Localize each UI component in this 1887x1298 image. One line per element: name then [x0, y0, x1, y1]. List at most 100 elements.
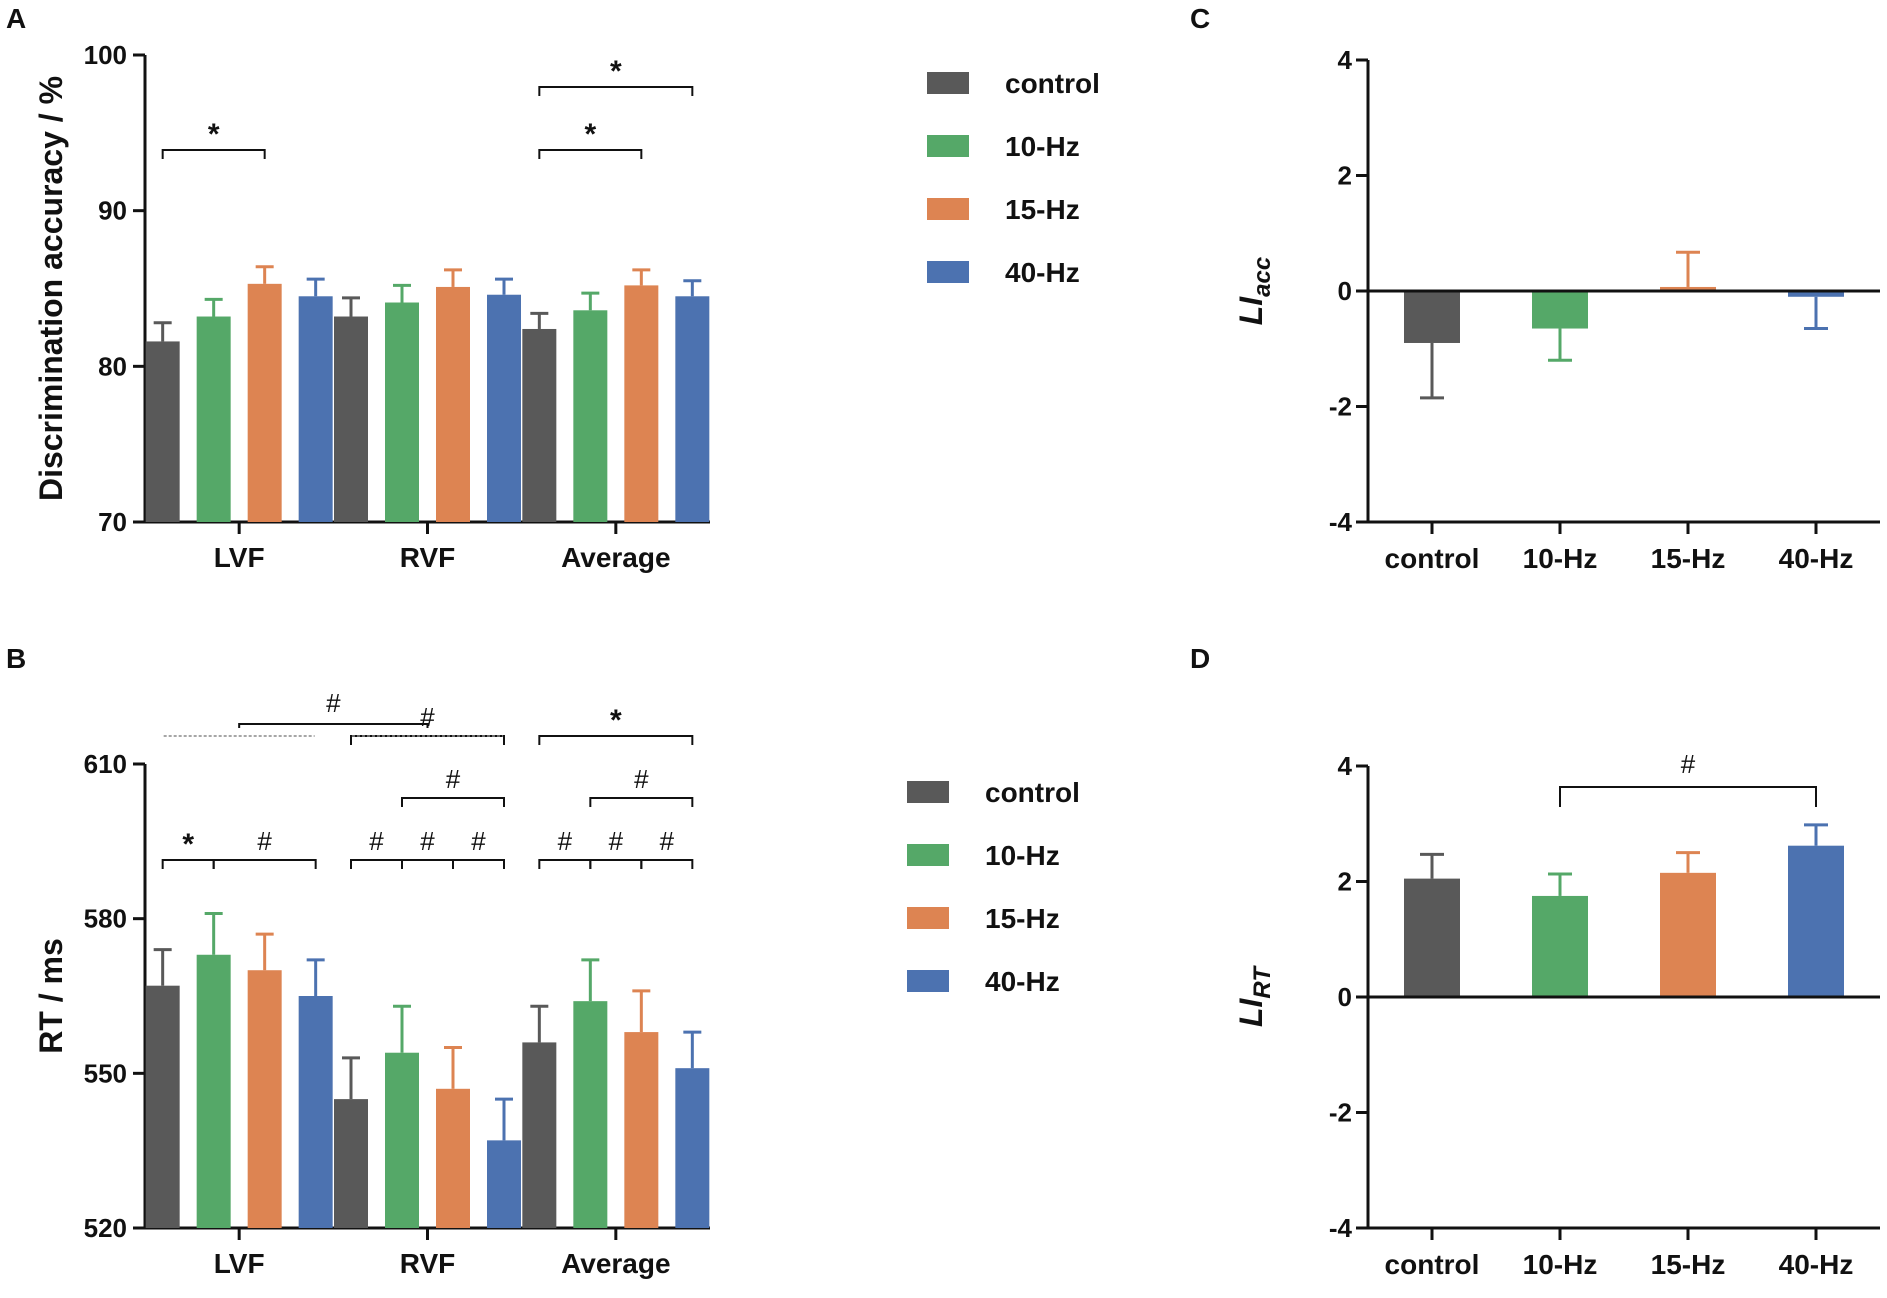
significance-bracket — [538, 86, 694, 96]
bar — [145, 341, 180, 522]
significance-bracket — [350, 859, 403, 869]
bar — [247, 970, 282, 1228]
y-axis-label-main: LI — [1233, 997, 1269, 1027]
bar — [334, 1099, 368, 1228]
bar — [1660, 286, 1716, 291]
significance-bracket — [589, 859, 643, 869]
significance-marker: # — [369, 826, 384, 856]
legend-swatch — [927, 198, 969, 220]
bar — [1532, 291, 1588, 329]
bar — [487, 1140, 521, 1228]
panel-letter-b: B — [6, 643, 26, 674]
x-tick-label: 40-Hz — [1779, 1249, 1854, 1280]
x-tick-label: 10-Hz — [1523, 1249, 1598, 1280]
bar — [522, 328, 557, 522]
significance-bracket — [452, 859, 505, 869]
significance-bracket — [1559, 786, 1817, 807]
bar — [145, 985, 180, 1228]
significance-bracket — [538, 859, 592, 869]
y-tick-label: 90 — [98, 196, 127, 226]
significance-bracket — [401, 797, 505, 807]
significance-marker: # — [257, 826, 272, 856]
y-axis-label-subscript: acc — [1249, 257, 1276, 297]
significance-marker: * — [208, 118, 220, 151]
bar — [334, 316, 368, 522]
legend-label: 15-Hz — [985, 903, 1060, 934]
bar — [1660, 872, 1716, 997]
y-tick-label: 4 — [1338, 45, 1353, 75]
legend-label: 10-Hz — [1005, 131, 1080, 162]
x-tick-label: control — [1385, 1249, 1480, 1280]
significance-bracket — [640, 859, 694, 869]
legend-swatch — [907, 844, 949, 866]
y-tick-label: -2 — [1329, 1098, 1352, 1128]
bar — [1532, 895, 1588, 997]
legend-label: 15-Hz — [1005, 194, 1080, 225]
y-tick-label: -4 — [1329, 1213, 1353, 1243]
x-tick-label: 40-Hz — [1779, 543, 1854, 574]
chart-accuracy: 70 80 90 100 Discrimination accuracy / % LVF R… — [33, 40, 1100, 573]
y-tick-label: 610 — [84, 749, 127, 779]
bar — [298, 296, 333, 522]
x-tick-label: 15-Hz — [1651, 543, 1726, 574]
panel-letter-a: A — [6, 3, 26, 34]
significance-marker: # — [609, 826, 624, 856]
y-tick-label: 520 — [84, 1213, 127, 1243]
chart-rt: 520 550 580 610 RT / ms LVF RVF Average * # # # # # # #… — [33, 688, 1080, 1279]
y-tick-label: 2 — [1338, 867, 1352, 897]
significance-bracket — [401, 859, 454, 869]
significance-bracket — [238, 723, 429, 728]
bar — [385, 302, 419, 522]
legend-label: control — [985, 777, 1080, 808]
y-axis-label: LIRT — [1233, 965, 1276, 1027]
chart-li-rt: -4 -2 0 2 4 LIRT control 10-Hz 15-Hz 40-Hz # — [1233, 749, 1880, 1280]
bar — [385, 1052, 419, 1228]
bar — [196, 954, 231, 1228]
significance-bracket — [350, 735, 505, 745]
bar — [1788, 291, 1844, 297]
significance-marker: # — [326, 688, 341, 718]
bar — [298, 996, 333, 1228]
significance-bracket — [538, 735, 694, 745]
bar — [436, 286, 470, 522]
y-tick-label: 100 — [84, 40, 127, 70]
significance-bracket — [589, 797, 694, 807]
bar — [487, 294, 521, 522]
y-tick-label: -2 — [1329, 392, 1352, 422]
y-tick-label: -4 — [1329, 507, 1353, 537]
significance-marker: * — [610, 704, 622, 737]
y-axis-label: RT / ms — [33, 938, 69, 1054]
y-tick-label: 550 — [84, 1058, 127, 1088]
x-tick-label: RVF — [400, 542, 456, 573]
bar — [573, 310, 608, 522]
panel-letter-c: C — [1190, 3, 1210, 34]
x-tick-label: control — [1385, 543, 1480, 574]
bar — [196, 316, 231, 522]
bar — [573, 1001, 608, 1228]
x-tick-label: LVF — [214, 1248, 265, 1279]
bar — [436, 1088, 470, 1228]
legend-label: control — [1005, 68, 1100, 99]
legend-swatch — [907, 970, 949, 992]
significance-bracket — [161, 859, 215, 869]
bar — [522, 1042, 557, 1228]
y-axis-label-subscript: RT — [1249, 965, 1276, 999]
significance-marker: # — [660, 826, 675, 856]
y-tick-label: 0 — [1338, 276, 1352, 306]
bar — [624, 285, 659, 522]
bar — [1404, 878, 1460, 997]
bar — [675, 296, 710, 522]
significance-marker: * — [182, 828, 194, 861]
bar — [675, 1068, 710, 1228]
legend-label: 40-Hz — [985, 966, 1060, 997]
x-tick-label: Average — [561, 1248, 670, 1279]
significance-bracket — [538, 149, 643, 159]
panel-letter-d: D — [1190, 643, 1210, 674]
y-axis-label: LIacc — [1233, 257, 1276, 325]
y-tick-label: 80 — [98, 351, 127, 381]
significance-marker: * — [584, 118, 596, 151]
significance-marker: # — [634, 764, 649, 794]
y-tick-label: 70 — [98, 507, 127, 537]
legend-swatch — [927, 135, 969, 157]
